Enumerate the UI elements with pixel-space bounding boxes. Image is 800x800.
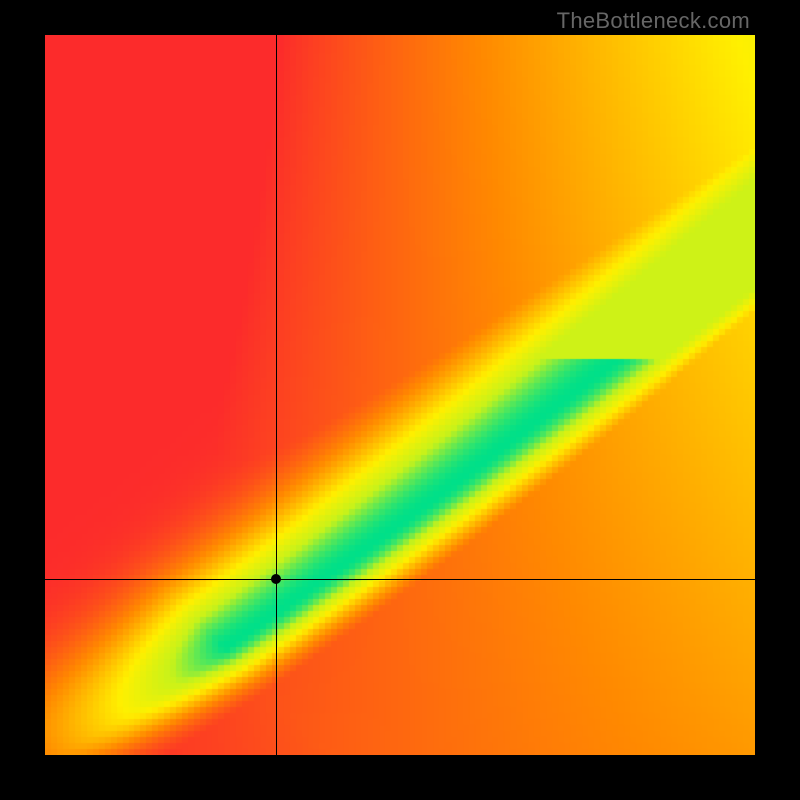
watermark-text: TheBottleneck.com xyxy=(557,8,750,34)
crosshair-vertical xyxy=(276,35,277,755)
crosshair-horizontal xyxy=(45,579,755,580)
chart-container: TheBottleneck.com xyxy=(0,0,800,800)
heatmap-canvas xyxy=(45,35,755,755)
crosshair-marker xyxy=(271,574,281,584)
heatmap-plot xyxy=(45,35,755,755)
